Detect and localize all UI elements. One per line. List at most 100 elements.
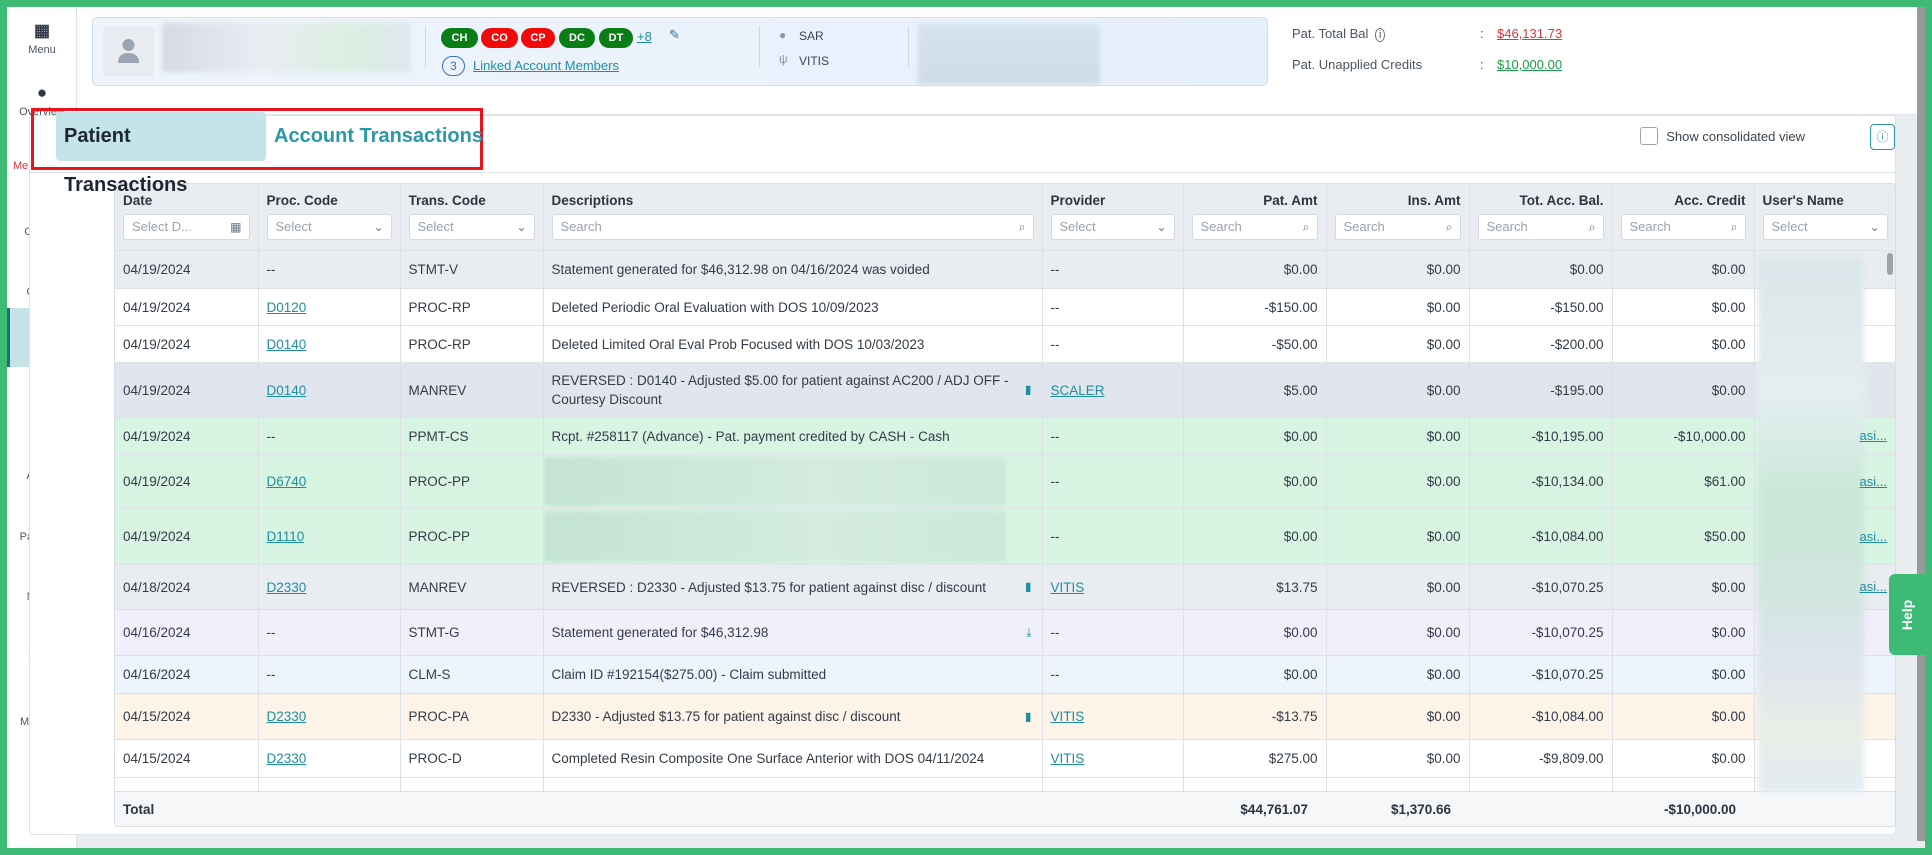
cell-proc-code-link[interactable]: D0140 xyxy=(266,336,307,352)
cell-proc-code[interactable]: D6740 xyxy=(258,454,401,509)
info-button[interactable]: ⓘ xyxy=(1870,124,1895,150)
cell-pat-amt: $0.00 xyxy=(1183,508,1327,565)
table-row[interactable]: 04/19/2024 D6740 PROC-PP -- $0.00 $0.00 -$10,1… xyxy=(115,454,1895,509)
document-icon[interactable]: ▮ xyxy=(1024,579,1032,594)
download-icon[interactable]: ⤓ xyxy=(1026,625,1032,639)
more-tags-link[interactable]: +8 xyxy=(637,29,652,44)
column-search-input[interactable]: Search ⌕ xyxy=(1191,214,1318,240)
table-row[interactable]: 04/15/2024 D2330 PROC-PA D2330 - Adjusted $… xyxy=(115,693,1895,740)
cell-proc-code[interactable]: D2330 xyxy=(258,564,401,610)
cell-provider-link[interactable]: VITIS xyxy=(1050,751,1085,766)
table-row[interactable]: 04/19/2024 D0140 MANREV REVERSED : D0140 - … xyxy=(115,362,1895,418)
page-scrollbar[interactable] xyxy=(1917,7,1925,841)
cell-ins-amt: $0.00 xyxy=(1326,564,1470,610)
table-row[interactable]: 04/16/2024 -- CLM-S Claim ID #192154($275.0… xyxy=(115,655,1895,694)
column-search-input[interactable]: Search ⌕ xyxy=(551,214,1034,240)
cell-proc-code-link[interactable]: D2330 xyxy=(266,709,307,724)
consolidated-view-checkbox[interactable] xyxy=(1640,127,1659,145)
cell-acc-credit: $0.00 xyxy=(1612,693,1755,740)
separator: : xyxy=(1480,26,1484,41)
filter-placeholder: Search xyxy=(560,219,602,234)
table-row[interactable]: 04/16/2024 -- STMT-G Statement generated fo… xyxy=(115,609,1895,656)
cell-provider: -- xyxy=(1042,250,1184,289)
cell-provider[interactable]: VITIS xyxy=(1042,693,1184,740)
cell-trans-code: PPMT-CS xyxy=(400,417,544,455)
cell-proc-code[interactable]: D0120 xyxy=(258,288,401,326)
cell-proc-code-link[interactable]: D2330 xyxy=(266,751,307,766)
table-scrollbar[interactable] xyxy=(1887,252,1893,275)
table-row[interactable]: 04/19/2024 D1110 PROC-PP -- $0.00 $0.00 -$10,0… xyxy=(115,508,1895,565)
cell-proc-code[interactable]: D2330 xyxy=(258,693,401,740)
cell-proc-code-link[interactable]: D0120 xyxy=(266,299,307,315)
cell-proc-code[interactable]: D2330 xyxy=(258,739,401,778)
document-icon[interactable]: ▮ xyxy=(1024,382,1032,397)
linked-account-members-link[interactable]: Linked Account Members xyxy=(473,58,619,73)
cell-proc-code-link[interactable]: D2391 xyxy=(267,789,307,793)
cell-provider[interactable]: VITIS xyxy=(1042,739,1184,778)
column-select-dropdown[interactable]: Select ⌄ xyxy=(1762,214,1888,240)
cell-provider[interactable]: VITIS xyxy=(1042,564,1184,610)
total-balance-value[interactable]: $46,131.73 xyxy=(1497,26,1563,41)
cell-provider[interactable]: SCALER xyxy=(1042,362,1184,418)
user-name-link[interactable]: asi... xyxy=(1859,473,1887,489)
user-name-link[interactable]: asi... xyxy=(1859,528,1887,544)
user-name-link[interactable]: asi... xyxy=(1859,579,1887,594)
cell-tot-acc-bal: -$10,084.00 xyxy=(1469,508,1613,565)
tab-patient-transactions[interactable]: Patient Transactions xyxy=(56,112,266,196)
cell-proc-code-link[interactable]: D6740 xyxy=(266,474,307,489)
help-button[interactable]: Help xyxy=(1889,574,1925,655)
column-search-input[interactable]: Search ⌕ xyxy=(1477,214,1604,240)
user-name-link[interactable]: asi... xyxy=(1859,428,1887,443)
cell-proc-code-link[interactable]: D0140 xyxy=(266,382,307,398)
cell-provider[interactable]: JACKIE xyxy=(1042,777,1184,793)
total-row: Total $44,761.07 $1,370.66 -$10,000.00 xyxy=(115,791,1895,826)
cell-trans-code: PROC-PA xyxy=(400,693,544,740)
cell-proc-code[interactable]: D0140 xyxy=(258,325,401,363)
cell-tot-acc-bal: $0.00 xyxy=(1469,250,1613,289)
cell-proc-code[interactable]: D1110 xyxy=(258,508,401,565)
cell-ins-amt: $0.00 xyxy=(1326,362,1470,418)
column-select-dropdown[interactable]: Select ⌄ xyxy=(1050,214,1175,240)
patient-tag-dt[interactable]: DT xyxy=(599,28,633,48)
cell-provider: -- xyxy=(1042,417,1184,455)
patient-tag-cp[interactable]: CP xyxy=(521,28,555,48)
column-select-dropdown[interactable]: Select ⌄ xyxy=(408,214,535,240)
cell-proc-code-link[interactable]: D1110 xyxy=(266,529,305,544)
table-row[interactable]: 04/15/2024 D2330 PROC-D Completed Resin Com… xyxy=(115,739,1895,778)
column-search-input[interactable]: Search ⌕ xyxy=(1334,214,1461,240)
cell-date: 04/19/2024 xyxy=(115,250,259,289)
cell-tot-acc-bal: -$9,484.00 xyxy=(1469,777,1613,793)
sidebar-item-menu[interactable]: ▦ Menu xyxy=(7,21,77,56)
cell-provider-link[interactable]: JACKIE xyxy=(1051,789,1098,793)
patient-tag-co[interactable]: CO xyxy=(481,28,518,48)
cell-trans-code: STMT-V xyxy=(400,250,544,289)
table-row[interactable]: 04/19/2024 -- STMT-V Statement generated fo… xyxy=(115,250,1895,289)
cell-provider-link[interactable]: SCALER xyxy=(1050,382,1105,398)
tab-account-transactions[interactable]: Account Transactions xyxy=(274,125,483,147)
patient-tag-dc[interactable]: DC xyxy=(559,28,595,48)
consolidated-view-toggle[interactable]: Show consolidated view xyxy=(1640,127,1805,145)
info-icon[interactable]: i xyxy=(1375,28,1386,42)
unapplied-credits-value[interactable]: $10,000.00 xyxy=(1497,57,1563,72)
unapplied-credits-label: Pat. Unapplied Credits xyxy=(1292,57,1423,72)
cell-proc-code[interactable]: D0140 xyxy=(258,362,401,418)
cell-proc-code-link[interactable]: D2330 xyxy=(266,579,307,595)
date-filter-input[interactable]: Select D... ▦ xyxy=(123,214,250,240)
document-icon[interactable]: ▮ xyxy=(1024,709,1032,723)
table-row[interactable]: 04/19/2024 -- PPMT-CS Rcpt. #258117 (Advanc… xyxy=(115,417,1895,455)
column-search-input[interactable]: Search ⌕ xyxy=(1620,214,1746,240)
cell-proc-code[interactable]: D2391 xyxy=(258,777,401,793)
cell-pat-amt: $0.00 xyxy=(1183,609,1327,656)
cell-provider-link[interactable]: VITIS xyxy=(1050,579,1085,595)
table-row[interactable]: 04/18/2024 D2330 MANREV REVERSED : D2330 - … xyxy=(115,564,1895,610)
table-body[interactable]: 04/19/2024 -- STMT-V Statement generated fo… xyxy=(115,250,1895,793)
table-row[interactable]: 04/19/2024 D0140 PROC-RP Deleted Limited Or… xyxy=(115,325,1895,363)
column-select-dropdown[interactable]: Select ⌄ xyxy=(266,214,392,240)
table-row[interactable]: 04/19/2024 D0120 PROC-RP Deleted Periodic O… xyxy=(115,288,1895,326)
patient-tag-ch[interactable]: CH xyxy=(441,28,478,48)
cell-pat-amt: $0.00 xyxy=(1183,655,1327,694)
edit-pencil-icon[interactable]: ✎ xyxy=(669,27,680,42)
cell-provider-link[interactable]: VITIS xyxy=(1050,709,1085,724)
sidebar-item-me[interactable]: Me xyxy=(7,157,77,172)
cell-pat-amt: $5.00 xyxy=(1183,362,1327,418)
